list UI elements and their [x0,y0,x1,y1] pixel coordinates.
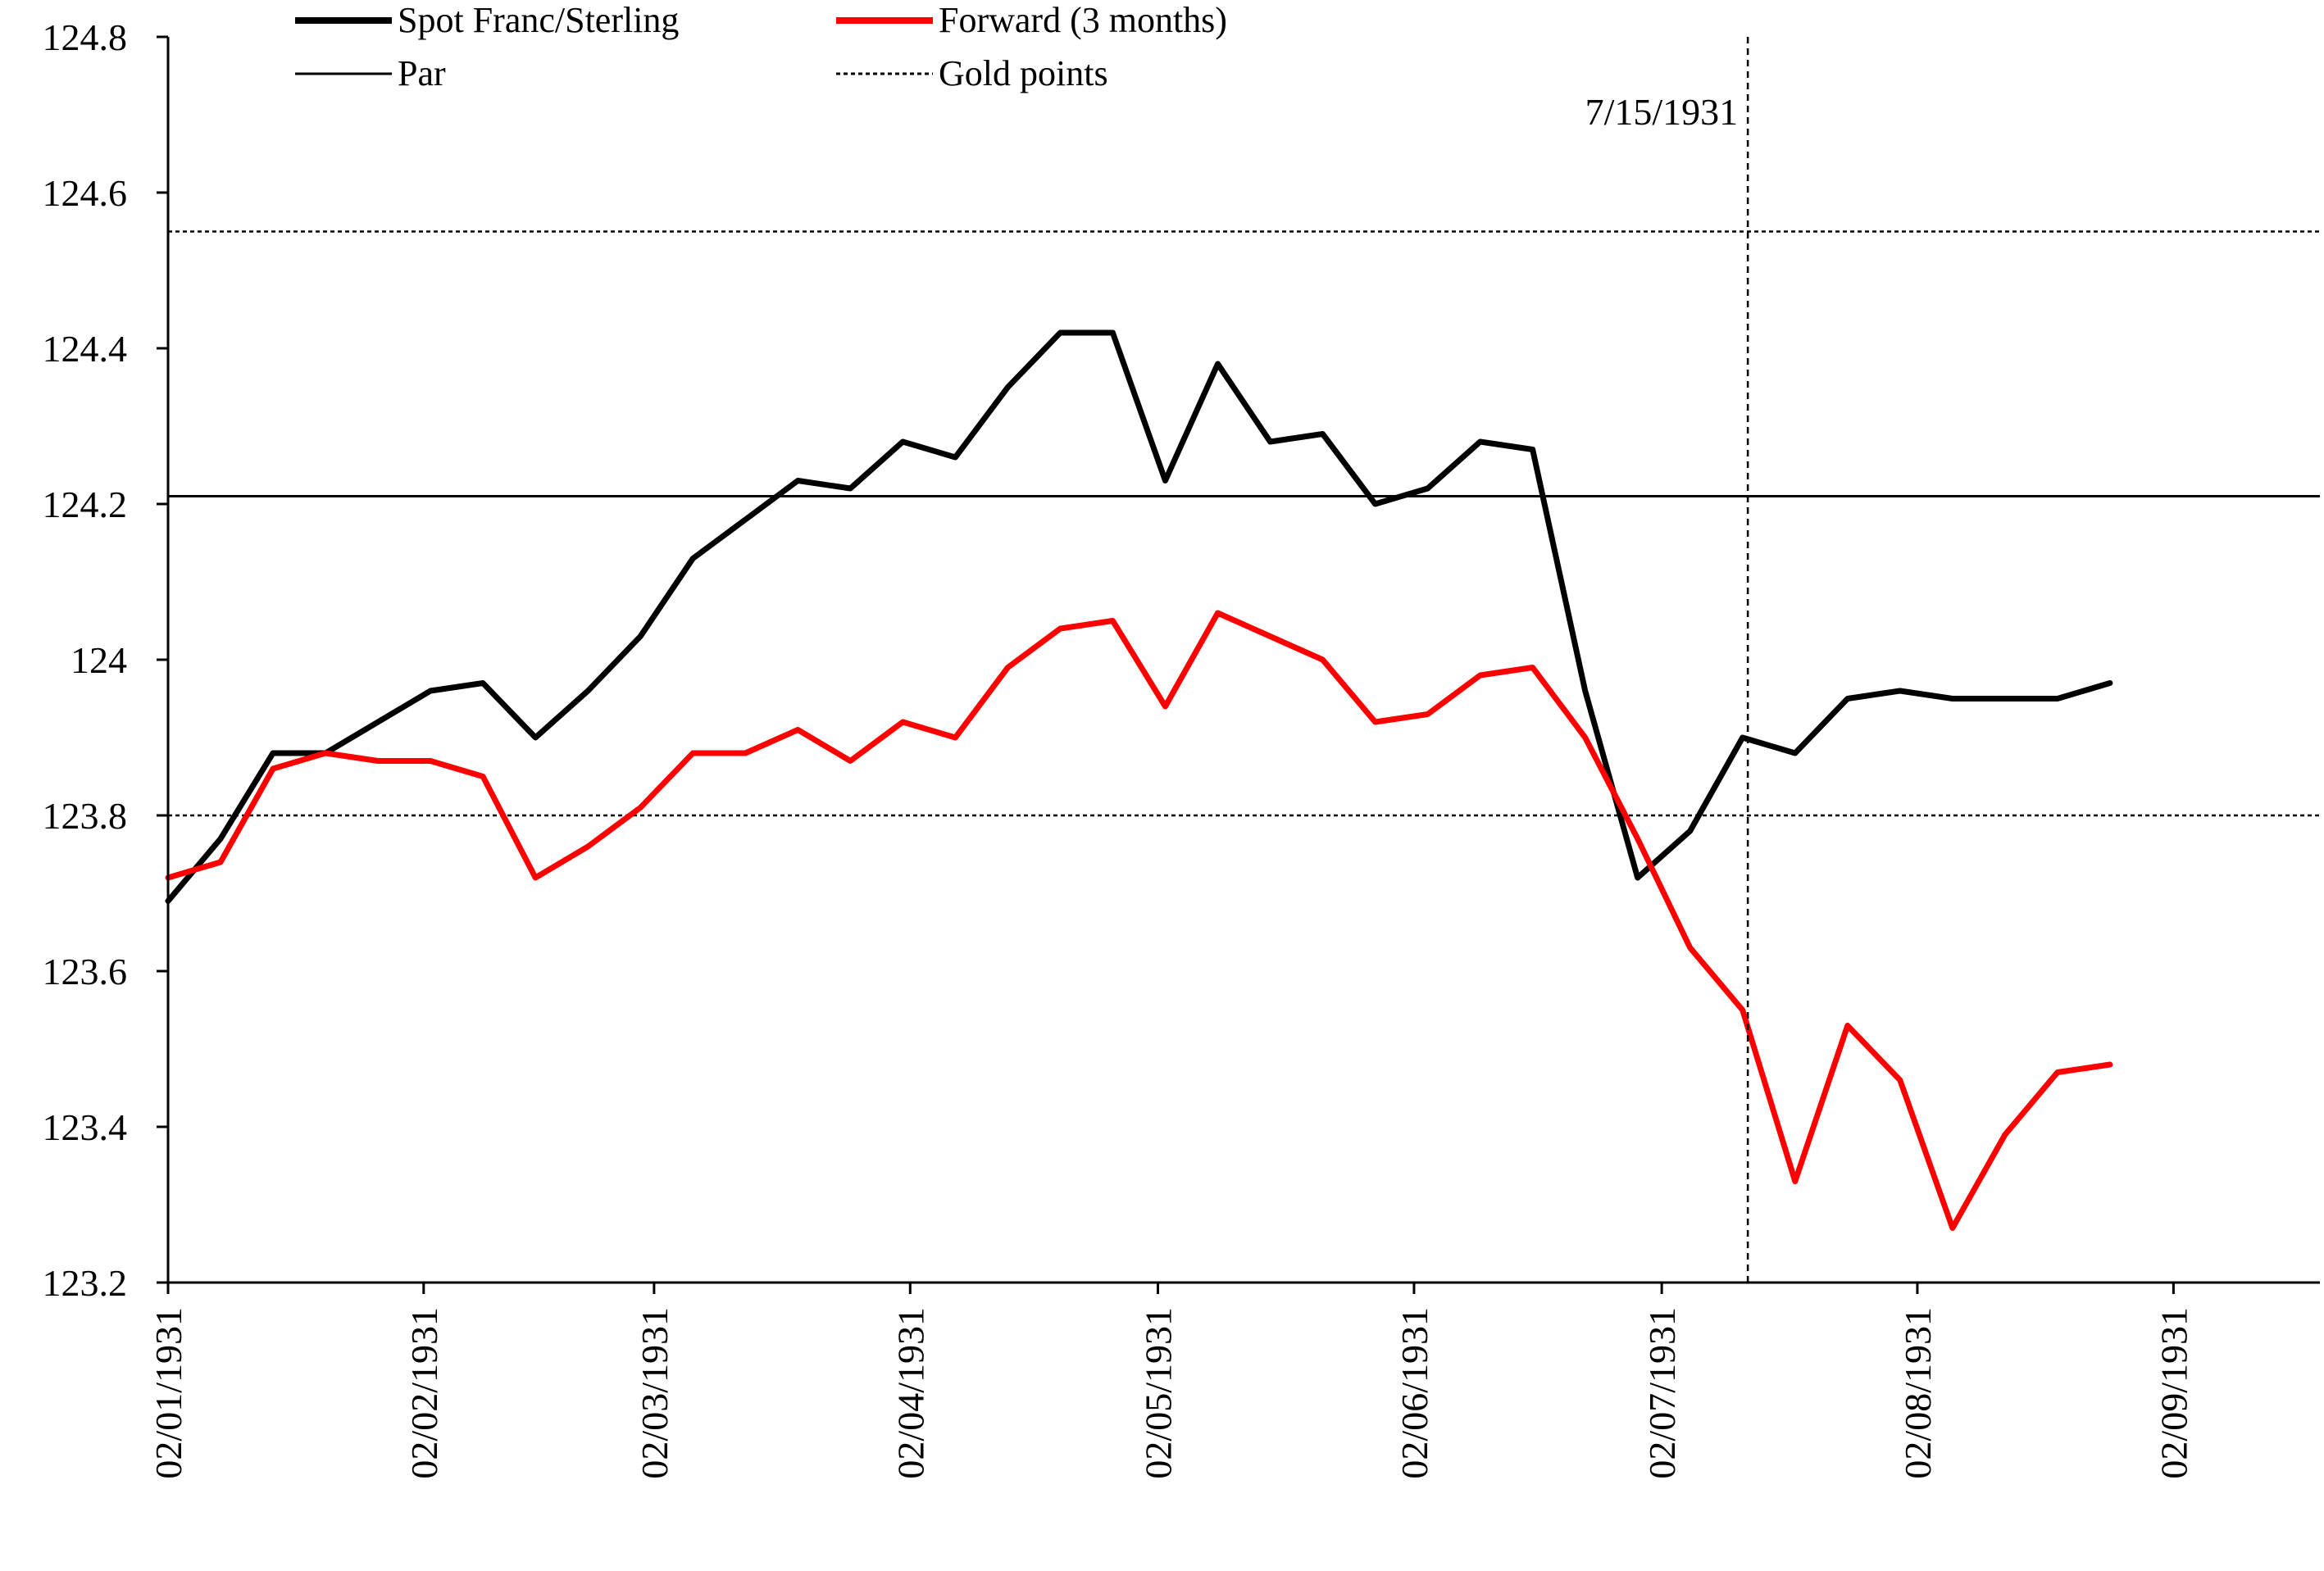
y-tick-label: 123.2 [43,1262,128,1304]
x-axis: 02/01/1931 02/02/1931 02/03/1931 02/04/1931… [148,1281,2320,1479]
legend: Spot Franc/Sterling Forward (3 months) Par… [295,0,1227,93]
x-tick-label: 02/01/1931 [148,1307,189,1479]
x-tick-label: 02/03/1931 [634,1307,675,1479]
x-tick-label: 02/04/1931 [889,1307,931,1479]
y-tick-label: 124.2 [43,484,128,525]
spot-series-line [165,329,2113,904]
y-tick-label: 124 [70,639,127,681]
legend-label: Spot Franc/Sterling [398,0,679,40]
reference-lines [168,230,2320,817]
y-tick-label: 123.8 [43,795,128,837]
y-tick-label: 123.6 [43,951,128,992]
y-tick-label: 123.4 [43,1106,128,1148]
legend-label: Forward (3 months) [939,0,1227,40]
legend-label: Par [398,53,446,93]
x-tick-label: 02/07/1931 [1641,1307,1683,1479]
x-tick-label: 02/02/1931 [403,1307,445,1479]
annotations: 7/15/1931 [1585,37,1749,1283]
x-tick-label: 02/09/1931 [2153,1307,2194,1479]
y-tick-label: 124.8 [43,16,128,58]
forward-series-line [165,610,2113,1231]
y-tick-label: 124.6 [43,172,128,214]
series-layer [165,329,2113,1231]
y-axis: 123.2 123.4 123.6 123.8 124 124.2 124.4 124.6 12… [43,16,170,1304]
x-tick-label: 02/05/1931 [1138,1307,1180,1479]
x-tick-label: 02/06/1931 [1394,1307,1435,1479]
legend-label: Gold points [939,53,1108,93]
y-tick-label: 124.4 [43,328,128,370]
x-tick-label: 02/08/1931 [1897,1307,1939,1479]
date-marker-label: 7/15/1931 [1585,91,1739,133]
